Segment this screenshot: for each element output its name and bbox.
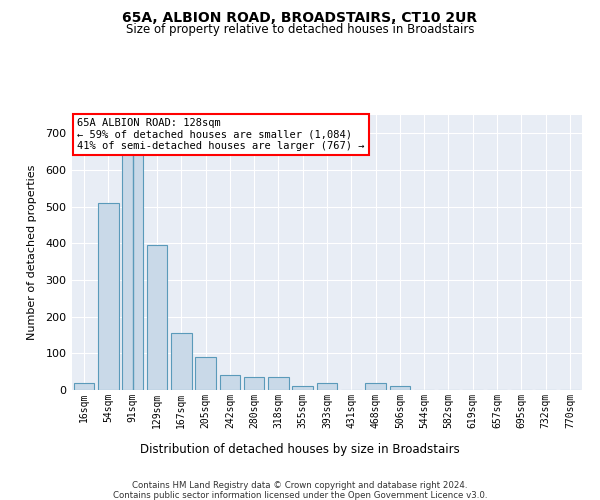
Bar	[317, 382, 337, 390]
Bar	[122, 154, 143, 390]
Bar	[244, 377, 265, 390]
Text: 65A, ALBION ROAD, BROADSTAIRS, CT10 2UR: 65A, ALBION ROAD, BROADSTAIRS, CT10 2UR	[122, 11, 478, 25]
Bar	[171, 333, 191, 390]
Text: 65A ALBION ROAD: 128sqm
← 59% of detached houses are smaller (1,084)
41% of semi: 65A ALBION ROAD: 128sqm ← 59% of detache…	[77, 118, 365, 151]
Bar	[98, 203, 119, 390]
Y-axis label: Number of detached properties: Number of detached properties	[27, 165, 37, 340]
Text: Contains HM Land Registry data © Crown copyright and database right 2024.: Contains HM Land Registry data © Crown c…	[132, 481, 468, 490]
Bar	[195, 357, 216, 390]
Text: Distribution of detached houses by size in Broadstairs: Distribution of detached houses by size …	[140, 442, 460, 456]
Bar	[220, 376, 240, 390]
Bar	[146, 245, 167, 390]
Bar	[365, 382, 386, 390]
Bar	[268, 377, 289, 390]
Bar	[74, 382, 94, 390]
Bar	[292, 386, 313, 390]
Text: Size of property relative to detached houses in Broadstairs: Size of property relative to detached ho…	[126, 22, 474, 36]
Text: Contains public sector information licensed under the Open Government Licence v3: Contains public sector information licen…	[113, 491, 487, 500]
Bar	[389, 386, 410, 390]
